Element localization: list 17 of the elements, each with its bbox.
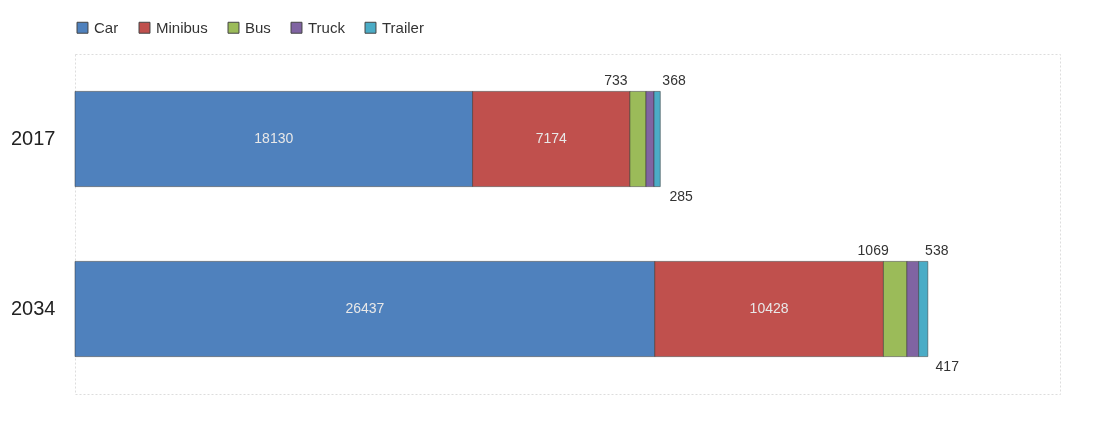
legend-label: Trailer (382, 18, 424, 36)
data-label: 733 (604, 72, 628, 88)
legend-label: Car (94, 18, 119, 36)
legend-label: Bus (245, 18, 271, 36)
legend-label: Truck (308, 18, 346, 36)
data-label: 368 (662, 72, 686, 88)
data-label: 10428 (749, 300, 789, 316)
y-tick-label: 2034 (11, 297, 56, 319)
data-label: 285 (669, 188, 694, 204)
data-label: 417 (935, 358, 960, 374)
data-label: 1069 (857, 242, 889, 258)
data-label: 26437 (345, 300, 385, 316)
data-label: 538 (925, 242, 949, 258)
data-label: 18130 (254, 130, 294, 146)
legend-label: Minibus (156, 18, 208, 36)
y-tick-label: 2017 (11, 127, 56, 149)
data-label: 7174 (535, 130, 568, 146)
